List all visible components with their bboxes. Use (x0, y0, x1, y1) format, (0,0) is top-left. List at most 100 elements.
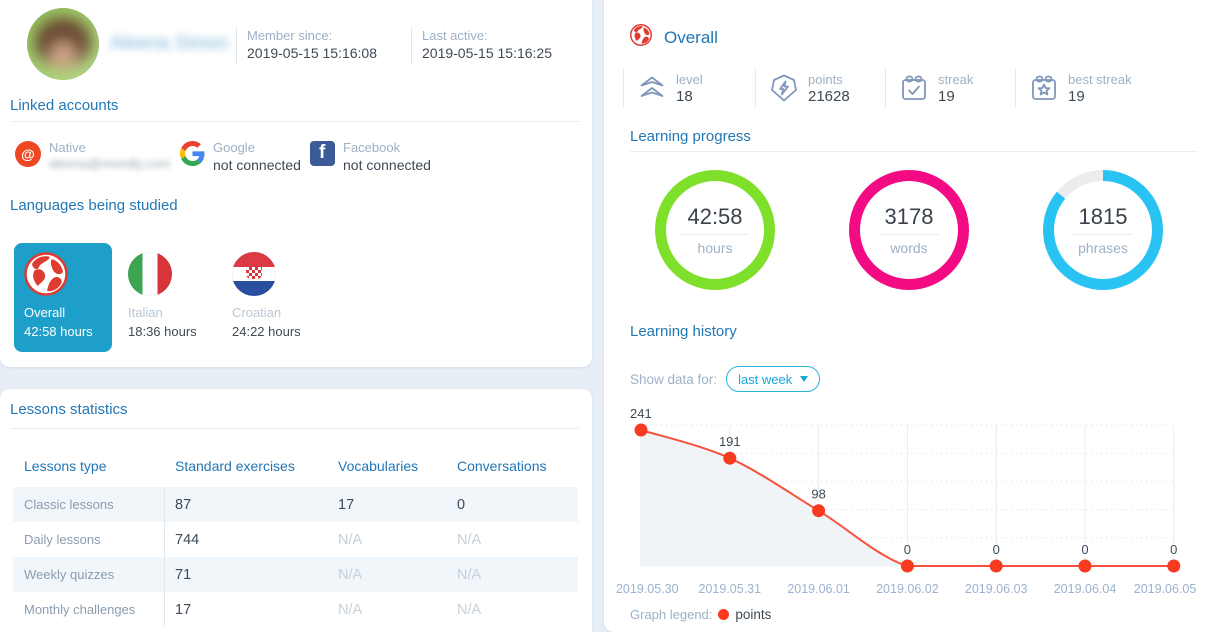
lessons-table: Lessons type Standard exercises Vocabula… (13, 451, 578, 627)
col-header: Conversations (457, 458, 547, 474)
cell: N/A (457, 566, 482, 583)
language-tile-overall[interactable]: Overall 42:58 hours (14, 243, 112, 352)
facebook-status: not connected (343, 157, 431, 173)
language-tile-croatian[interactable]: Croatian 24:22 hours (222, 243, 320, 352)
chart-legend: Graph legend: points (630, 606, 771, 623)
lessons-table-header: Lessons type Standard exercises Vocabula… (13, 451, 578, 481)
x-tick-label: 2019.05.30 (615, 582, 679, 596)
language-tiles: Overall 42:58 hours Italian 18:36 hours … (14, 243, 320, 352)
overview-title: Overall (664, 27, 718, 47)
legend-series: points (735, 607, 772, 622)
facebook-label: Facebook (343, 140, 401, 155)
svg-text:241: 241 (630, 406, 652, 421)
at-icon: @ (15, 141, 41, 167)
points-icon (771, 74, 797, 102)
member-since-block: Member since: 2019-05-15 15:16:08 (236, 27, 377, 65)
google-account[interactable]: Google not connected (180, 139, 301, 174)
language-hours: 42:58 hours (24, 324, 93, 339)
table-row: Classic lessons 87 17 0 (13, 487, 578, 522)
last-active-label: Last active: (422, 28, 488, 43)
words-ring: 3178 words (849, 170, 969, 290)
cell: N/A (457, 531, 482, 548)
x-tick-label: 2019.06.04 (1053, 582, 1117, 596)
period-dropdown[interactable]: last week (726, 366, 821, 392)
cell: 87 (175, 496, 192, 513)
last-active-block: Last active: 2019-05-15 15:16:25 (411, 27, 552, 65)
cell: 744 (175, 531, 200, 548)
chevron-down-icon (800, 376, 809, 382)
ring-value: 42:58 (681, 204, 749, 235)
stat-level: level 18 (623, 68, 755, 108)
legend-dot-icon (718, 609, 730, 620)
svg-text:98: 98 (811, 487, 825, 502)
svg-text:0: 0 (1081, 542, 1088, 557)
divider (10, 121, 580, 122)
ring-value: 1815 (1072, 204, 1134, 235)
divider (10, 428, 580, 429)
level-icon (640, 76, 664, 97)
row-label: Monthly challenges (24, 602, 136, 617)
native-account: @ Native aleena@mondly.com (15, 139, 170, 171)
row-label: Weekly quizzes (24, 567, 115, 582)
x-tick-label: 2019.06.02 (876, 582, 939, 596)
cell: N/A (338, 601, 363, 618)
x-tick-label: 2019.06.05 (1133, 582, 1197, 596)
stats-row: level 18 points 21628 streak 1 (623, 68, 1195, 108)
stat-value: 19 (938, 87, 955, 105)
stat-streak: streak 19 (885, 68, 1015, 108)
native-email: aleena@mondly.com (49, 156, 171, 171)
line-chart-svg: 241 191 98 0 0 0 0 (630, 406, 1181, 573)
svg-text:0: 0 (904, 542, 911, 557)
stat-label: level (676, 71, 703, 87)
column-divider (164, 487, 165, 627)
cell: 71 (175, 566, 192, 583)
google-icon (180, 141, 205, 174)
stat-label: points (808, 71, 843, 87)
stat-value: 18 (676, 87, 693, 105)
col-header: Vocabularies (338, 458, 419, 474)
cell: N/A (457, 601, 482, 618)
ring-value: 3178 (878, 204, 940, 235)
language-tile-italian[interactable]: Italian 18:36 hours (118, 243, 216, 352)
points-chart: 241 191 98 0 0 0 0 2019.05.30 2019.05.31 2019.06… (616, 403, 1196, 598)
col-header: Standard exercises (175, 458, 295, 474)
italian-flag-icon (128, 252, 172, 296)
history-filter: Show data for: last week (630, 366, 821, 392)
member-since-value: 2019-05-15 15:16:08 (247, 45, 377, 61)
facebook-account[interactable]: f Facebook not connected (310, 139, 431, 174)
globe-icon (630, 24, 652, 51)
languages-heading: Languages being studied (10, 197, 178, 214)
facebook-icon: f (310, 141, 335, 166)
cell: N/A (338, 531, 363, 548)
profile-card: Aleena Simon Member since: 2019-05-15 15… (0, 0, 592, 367)
google-status: not connected (213, 157, 301, 173)
member-since-label: Member since: (247, 28, 333, 43)
native-label: Native (49, 140, 86, 155)
row-label: Classic lessons (24, 497, 114, 512)
croatian-flag-icon (232, 252, 276, 296)
stat-value: 19 (1068, 87, 1085, 105)
cell: 0 (457, 496, 466, 513)
cell: 17 (338, 496, 355, 513)
x-axis-labels: 2019.05.30 2019.05.31 2019.06.01 2019.06.02… (616, 582, 1196, 598)
learning-history-heading: Learning history (630, 323, 737, 340)
period-dropdown-value: last week (738, 371, 793, 387)
last-active-value: 2019-05-15 15:16:25 (422, 45, 552, 61)
streak-calendar-icon (902, 75, 926, 100)
language-hours: 24:22 hours (232, 324, 301, 339)
legend-label: Graph legend: (630, 607, 713, 622)
filter-label: Show data for: (630, 371, 718, 387)
stat-label: best streak (1068, 71, 1132, 87)
ring-label: words (890, 240, 928, 256)
overall-globe-icon (24, 252, 68, 296)
language-hours: 18:36 hours (128, 324, 197, 339)
google-label: Google (213, 140, 255, 155)
stat-best-streak: best streak 19 (1015, 68, 1132, 108)
linked-accounts-heading: Linked accounts (10, 97, 119, 114)
svg-text:191: 191 (719, 434, 741, 449)
col-header: Lessons type (24, 458, 107, 474)
stat-label: streak (938, 71, 974, 87)
user-name: Aleena Simon (110, 33, 229, 54)
language-name: Overall (24, 305, 66, 320)
row-label: Daily lessons (24, 532, 101, 547)
